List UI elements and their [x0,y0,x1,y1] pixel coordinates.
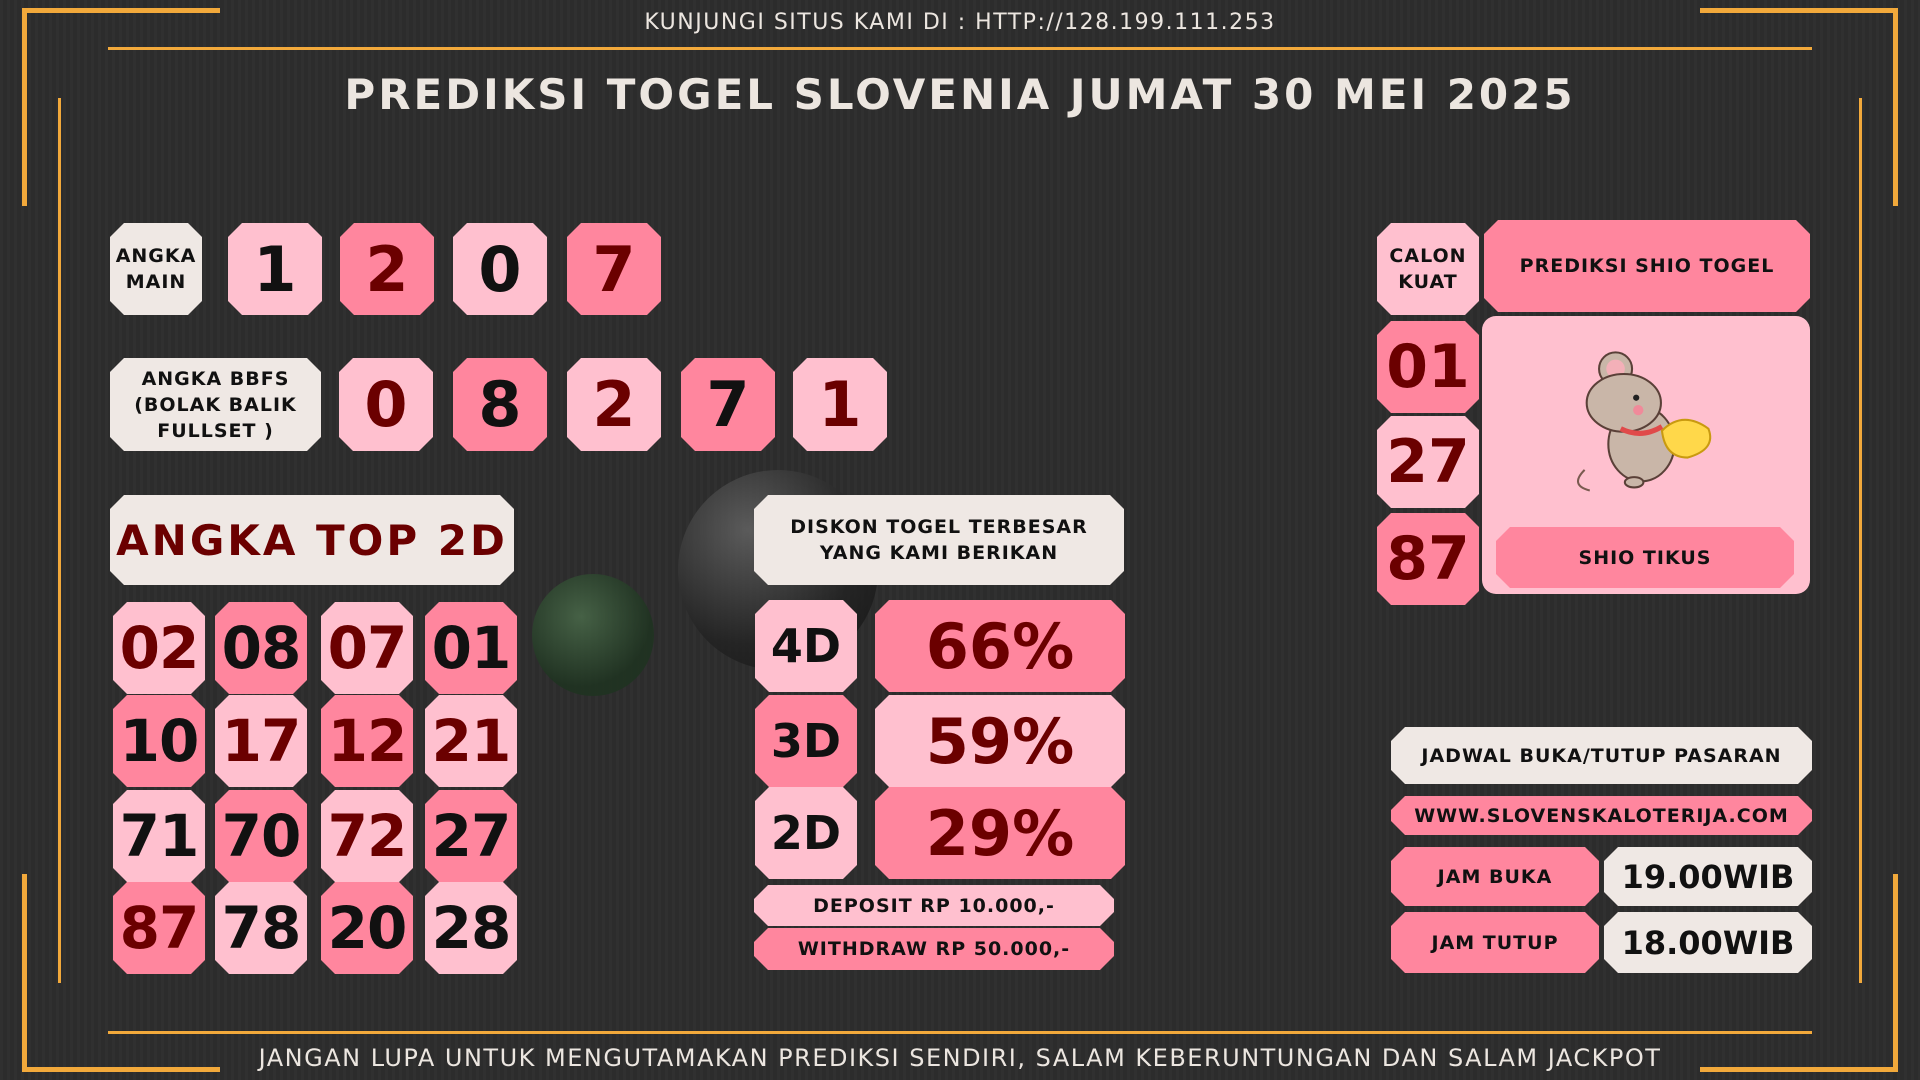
angka-main-label: ANGKA MAIN [110,223,202,315]
prediksi-shio-title: PREDIKSI SHIO TOGEL [1484,220,1810,312]
diskon-value: 66% [875,600,1125,692]
diskon-type: 2D [755,787,857,879]
frame-corner [1893,8,1898,206]
bbfs-digit: 1 [793,358,887,451]
angka-main-digit: 1 [228,223,322,315]
frame-line [58,98,61,983]
diskon-type: 3D [755,695,857,787]
top2d-number: 28 [425,882,517,974]
jam-tutup-value: 18.00WIB [1604,912,1812,973]
bbfs-digit: 0 [339,358,433,451]
frame-line [108,1031,1812,1034]
top2d-number: 07 [321,602,413,694]
calon-kuat-label: CALON KUAT [1377,223,1479,315]
jam-buka-value: 19.00WIB [1604,847,1812,906]
top2d-number: 72 [321,790,413,882]
jadwal-label: JADWAL BUKA/TUTUP PASARAN [1391,727,1812,784]
top2d-number: 17 [215,695,307,787]
top2d-number: 10 [113,695,205,787]
frame-corner [22,8,27,206]
withdraw-info: WITHDRAW RP 50.000,- [754,928,1114,970]
deposit-info: DEPOSIT RP 10.000,- [754,885,1114,926]
top2d-number: 01 [425,602,517,694]
top2d-number: 12 [321,695,413,787]
top2d-number: 70 [215,790,307,882]
frame-line [108,47,1812,50]
bbfs-digit: 8 [453,358,547,451]
frame-line [1859,98,1862,983]
frame-corner [1700,8,1898,13]
top2d-number: 02 [113,602,205,694]
bbfs-digit: 2 [567,358,661,451]
rat-icon [1577,351,1712,492]
diskon-value: 59% [875,695,1125,787]
frame-corner [22,8,220,13]
top2d-number: 87 [113,882,205,974]
footer-text: JANGAN LUPA UNTUK MENGUTAMAKAN PREDIKSI … [258,1044,1662,1072]
top2d-label: ANGKA TOP 2D [110,495,514,585]
top2d-number: 21 [425,695,517,787]
top2d-number: 20 [321,882,413,974]
visit-site-text: KUNJUNGI SITUS KAMI DI : HTTP://128.199.… [644,10,1276,35]
calon-kuat-number: 01 [1377,321,1479,413]
diskon-value: 29% [875,787,1125,879]
shio-panel: SHIO TIKUS [1482,316,1810,594]
diskon-label: DISKON TOGEL TERBESAR YANG KAMI BERIKAN [754,495,1124,585]
frame-corner [1700,1067,1898,1072]
frame-corner [22,1067,220,1072]
angka-main-digit: 0 [453,223,547,315]
jam-tutup-label: JAM TUTUP [1391,912,1599,973]
bbfs-label: ANGKA BBFS (BOLAK BALIK FULLSET ) [110,358,321,451]
top2d-number: 27 [425,790,517,882]
angka-main-digit: 2 [340,223,434,315]
diskon-type: 4D [755,600,857,692]
calon-kuat-number: 27 [1377,416,1479,508]
angka-main-digit: 7 [567,223,661,315]
billiard-ball-icon [532,574,654,696]
bbfs-digit: 7 [681,358,775,451]
top2d-number: 78 [215,882,307,974]
site-link[interactable]: WWW.SLOVENSKALOTERIJA.COM [1391,796,1812,835]
page-title: PREDIKSI TOGEL SLOVENIA JUMAT 30 MEI 202… [344,70,1576,119]
top2d-number: 71 [113,790,205,882]
frame-corner [22,874,27,1072]
shio-name: SHIO TIKUS [1496,527,1794,588]
jam-buka-label: JAM BUKA [1391,847,1599,906]
top2d-number: 08 [215,602,307,694]
calon-kuat-number: 87 [1377,513,1479,605]
frame-corner [1893,874,1898,1072]
